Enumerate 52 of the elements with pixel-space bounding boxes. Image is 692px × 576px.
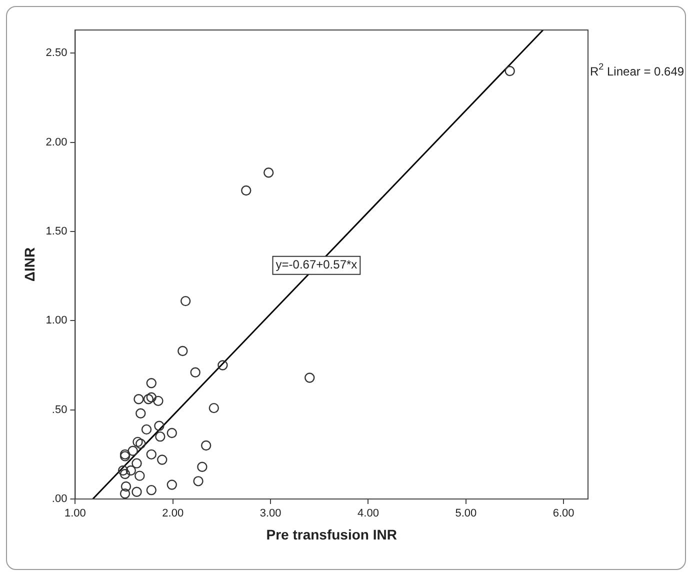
- point: [136, 438, 146, 449]
- x-tick-label: 5.00: [455, 508, 477, 520]
- y-tick-label: 1.00: [46, 314, 68, 327]
- point: [146, 449, 156, 460]
- x-tick-label: 2.00: [162, 508, 184, 520]
- point: [190, 367, 200, 378]
- point: [146, 378, 156, 388]
- x-tick-label: 1.00: [64, 508, 86, 520]
- point: [132, 458, 142, 468]
- point: [120, 468, 130, 480]
- point: [264, 168, 274, 178]
- y-tick-label: 1.50: [46, 226, 68, 238]
- point: [166, 480, 178, 490]
- x-tick-label: 4.00: [358, 508, 379, 520]
- y-tick-label: .00: [52, 493, 68, 506]
- x-tick-label: 6.00: [552, 508, 574, 520]
- y-tick-label: 2.00: [46, 136, 68, 148]
- point: [504, 66, 515, 76]
- point: [218, 360, 228, 370]
- point: [132, 486, 142, 497]
- point: [118, 465, 128, 476]
- point: [241, 185, 252, 196]
- point: [200, 440, 212, 451]
- x-axis-title: Pre transfusion INR: [266, 526, 397, 542]
- point: [141, 424, 152, 435]
- point: [154, 420, 164, 431]
- point: [120, 488, 130, 499]
- y-axis-title: ΔINR: [21, 247, 38, 282]
- point: [153, 396, 164, 406]
- point: [134, 394, 144, 404]
- point: [166, 428, 178, 438]
- point: [157, 454, 168, 465]
- x-tick-label: 3.00: [260, 508, 282, 520]
- point: [304, 372, 315, 383]
- annotation: y=-0.67+0.57*x: [276, 258, 358, 272]
- point: [132, 436, 143, 448]
- y-tick-label: .50: [52, 404, 68, 416]
- point: [178, 346, 188, 356]
- point: [146, 392, 156, 402]
- point: [155, 431, 166, 442]
- y-tick-label: 2.50: [46, 47, 68, 60]
- point: [134, 470, 145, 481]
- point: [208, 402, 220, 414]
- point: [136, 408, 146, 419]
- point: [128, 446, 138, 456]
- point: [180, 296, 191, 306]
- point: [126, 465, 136, 476]
- point: [146, 484, 156, 496]
- point: [193, 476, 204, 486]
- point: [197, 462, 208, 472]
- point: [120, 481, 132, 492]
- point: [143, 394, 154, 404]
